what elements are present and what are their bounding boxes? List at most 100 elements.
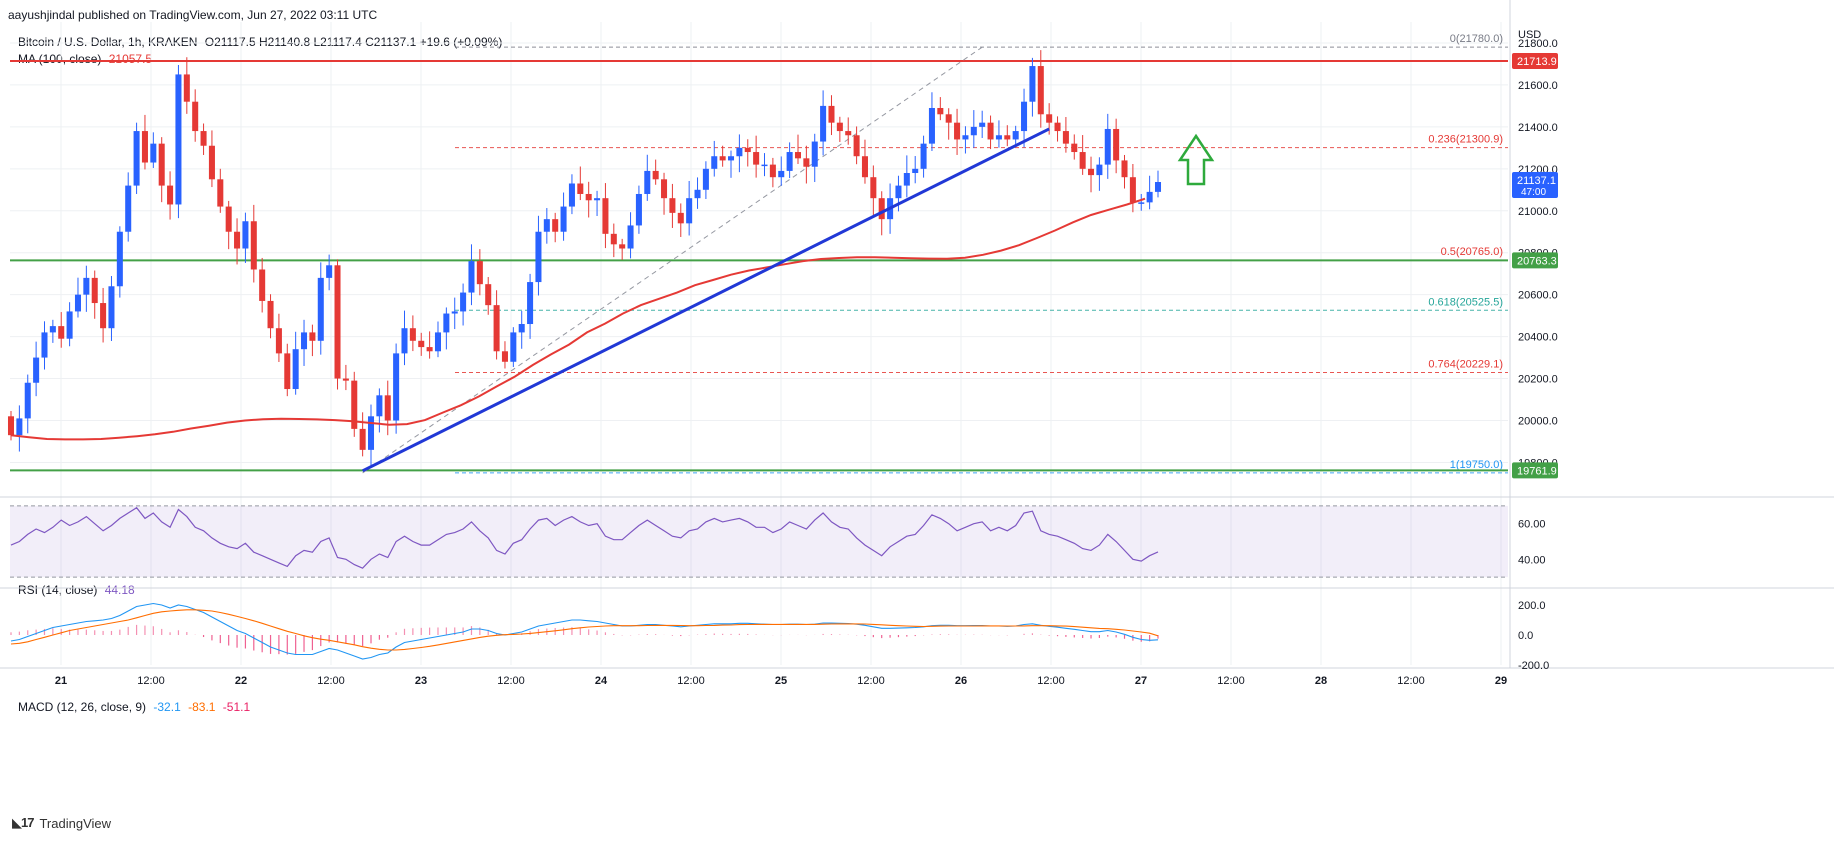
candle-body <box>242 221 249 249</box>
currency-label: USD <box>1518 29 1541 41</box>
time-axis-tick: 25 <box>775 675 787 687</box>
candle-body <box>493 305 500 352</box>
candle-body <box>225 206 232 232</box>
candle-body <box>510 332 517 362</box>
time-axis-tick: 24 <box>595 675 608 687</box>
candle-body <box>527 282 534 325</box>
candle-body <box>711 156 718 169</box>
candle-body <box>158 143 165 186</box>
candle-body <box>326 265 333 278</box>
price-axis-tick: 21400.0 <box>1518 122 1558 134</box>
candle-body <box>208 145 215 180</box>
candle-body <box>1071 143 1078 153</box>
macd-axis-tick: 200.0 <box>1518 600 1546 612</box>
candle-body <box>334 265 341 379</box>
candle-body <box>878 198 885 220</box>
candle-body <box>778 170 785 178</box>
candle-body <box>861 156 868 178</box>
candle-body <box>694 189 701 199</box>
candle-body <box>275 328 282 354</box>
candle-body <box>1012 131 1019 140</box>
rsi-value: 44.18 <box>104 583 135 597</box>
candle-body <box>1046 114 1053 123</box>
fib-level-label: 1(19750.0) <box>1450 459 1503 471</box>
candle-body <box>836 122 843 132</box>
candle-body <box>74 294 81 312</box>
time-axis-tick: 12:00 <box>1397 675 1425 687</box>
candle-body <box>954 122 961 140</box>
tradingview-brand: ◣17 TradingView <box>12 815 111 831</box>
macd-label: MACD (12, 26, close, 9) <box>18 700 147 714</box>
rsi-band <box>10 505 1508 578</box>
candle-body <box>1029 66 1036 102</box>
signal-line <box>10 609 1159 651</box>
candle-body <box>786 152 793 171</box>
candle-body <box>1037 66 1044 115</box>
macd-axis-tick: -200.0 <box>1518 660 1549 672</box>
time-axis-tick: 23 <box>415 675 427 687</box>
candle-body <box>16 418 23 436</box>
tradingview-logo-icon: ◣17 <box>12 815 34 830</box>
candle-body <box>460 292 467 312</box>
candle-body <box>661 179 668 199</box>
ma-legend: MA (100, close) 21057.5 <box>18 52 152 66</box>
time-axis-tick: 12:00 <box>1037 675 1065 687</box>
macd-value-3: -51.1 <box>222 700 251 714</box>
rsi-axis-tick: 60.00 <box>1518 519 1546 531</box>
candle-body <box>619 244 626 249</box>
candle-body <box>794 152 802 159</box>
candle-body <box>476 261 483 285</box>
candle-body <box>928 107 935 144</box>
candle-body <box>594 198 601 201</box>
candle-body <box>728 156 735 161</box>
macd-legend: MACD (12, 26, close, 9) -32.1 -83.1 -51.… <box>18 700 250 714</box>
time-axis-tick: 12:00 <box>677 675 705 687</box>
candle-body <box>535 231 542 283</box>
candle-body <box>1062 131 1069 144</box>
candle-body <box>568 183 575 207</box>
candle-body <box>560 206 567 232</box>
time-axis-tick: 12:00 <box>857 675 885 687</box>
time-axis-tick: 12:00 <box>137 675 165 687</box>
last-price-tag <box>1512 172 1558 199</box>
time-axis-tick: 26 <box>955 675 967 687</box>
rsi-label: RSI (14, close) <box>18 583 98 597</box>
candle-body <box>451 311 458 314</box>
candle-body <box>702 168 709 190</box>
up-arrow-icon <box>1177 133 1215 186</box>
candle-body <box>418 340 425 348</box>
candle-body <box>501 351 508 362</box>
candle-body <box>141 131 148 163</box>
time-axis-tick: 12:00 <box>497 675 525 687</box>
price-axis-tick: 21800.0 <box>1518 38 1558 50</box>
price-tag <box>1512 53 1558 70</box>
candle-body <box>610 233 617 245</box>
macd-value-2: -83.1 <box>188 700 216 714</box>
candle-body <box>234 231 241 249</box>
candle-body <box>108 286 115 329</box>
candle-body <box>585 193 592 201</box>
candle-body <box>870 177 877 199</box>
ma100-line <box>10 197 1146 441</box>
candle-body <box>1154 182 1162 192</box>
candle-body <box>7 416 15 436</box>
bullish-trend-line <box>361 127 1050 473</box>
candle-body <box>652 170 659 180</box>
rsi-line <box>10 506 1159 569</box>
candle-body <box>100 303 107 329</box>
candle-body <box>426 347 433 352</box>
symbol-title: Bitcoin / U.S. Dollar, 1h, KRAKEN <box>18 35 198 49</box>
candle-body <box>744 147 751 153</box>
candle-body <box>644 170 651 194</box>
candle-body <box>903 173 910 186</box>
candle-body <box>1113 128 1120 161</box>
candle-body <box>292 349 299 390</box>
price-axis-tick: 20600.0 <box>1518 290 1558 302</box>
last-price-label: 21137.1 <box>1517 175 1556 187</box>
time-axis-tick: 22 <box>235 675 247 687</box>
fib-level-label: 0(21780.0) <box>1450 33 1503 45</box>
price-axis-tick: 21600.0 <box>1518 80 1558 92</box>
candle-body <box>443 313 450 333</box>
candle-body <box>351 380 358 429</box>
